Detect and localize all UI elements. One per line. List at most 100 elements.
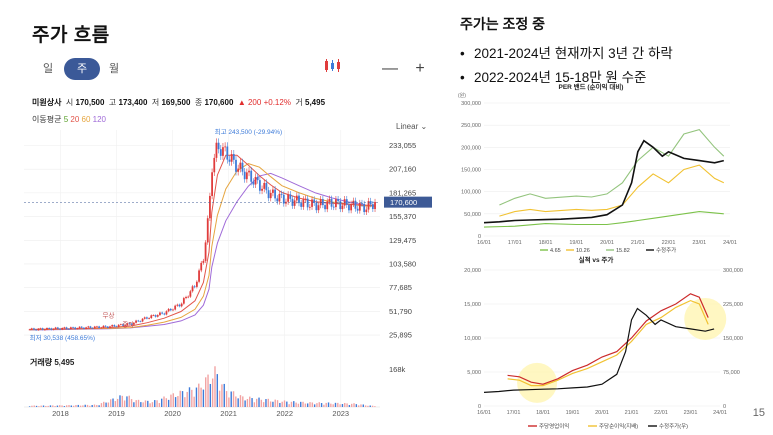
volume-bar [309,402,311,407]
candle-body [363,203,366,213]
candle-body [241,162,244,172]
open-value: 170,500 [75,98,105,107]
zoom-in-button[interactable]: + [415,60,425,77]
candle-body [265,182,268,191]
y-tick-label: 233,055 [389,141,416,150]
volume-bar [211,378,214,407]
candle-body [167,308,170,312]
volume-bar [28,406,31,407]
high-label: 고 [108,98,117,107]
event-marker: 무상 [102,311,114,320]
volume-bar [353,403,355,407]
y-tick-label-right: 150,000 [723,336,743,342]
volume-bar [174,397,177,407]
volume-bar [341,403,344,407]
volume-label: 거 [295,98,303,107]
x-tick-label: 16/01 [477,240,491,246]
volume-bar [316,403,318,407]
high-annotation: 최고 243,500 (-29.94%) [215,127,283,136]
tab-month[interactable]: 월 [108,63,120,75]
x-tick-label: 22/01 [654,410,668,416]
volume-bar [286,401,288,407]
volume-bar [137,399,140,407]
candle-body [306,198,309,208]
volume-bar [228,397,230,407]
y-tick-label-right: 0 [723,404,726,410]
ma-120: 120 [92,115,107,124]
candle-body [65,327,68,329]
candle-body [180,303,183,307]
candle-body [35,329,38,331]
candle-body [87,326,90,328]
candle-body [28,329,31,331]
volume-bar [302,401,304,407]
candle-body [204,242,207,261]
candle-body [293,200,296,206]
candle-body [291,198,294,206]
y-tick-label: 100,000 [461,190,481,196]
x-tick-label: 2019 [108,409,125,418]
candle-body [245,172,248,180]
x-tick-label: 2020 [164,409,181,418]
x-tick-label: 2021 [220,409,237,418]
tab-week[interactable]: 주 [64,58,100,80]
candle-body [91,327,94,329]
tab-day[interactable]: 일 [42,63,54,75]
x-tick-label: 2022 [276,409,293,418]
candle-body [200,262,203,271]
low-label: 저 [151,98,160,107]
scale-toggle[interactable]: Linear ⌄ [396,122,428,131]
volume-bar [209,383,212,407]
y-tick-label: 300,000 [461,101,481,107]
legend-label: 수정주가(우) [659,422,688,430]
candle-body [122,324,124,326]
moving-average-legend: 이동평균 5 20 60 120 [32,114,106,125]
volume-bar [221,384,223,407]
legend-label: 10.26 [576,248,590,254]
volume-bar [149,403,151,407]
candle-body [219,149,222,156]
volume-bar [135,400,137,407]
candle-body [128,323,131,325]
candle-body [111,325,114,327]
x-tick-label: 2023 [332,409,349,418]
volume-bar [170,394,172,407]
volume-bar [181,391,184,407]
volume-bar [262,402,265,407]
volume-axis-label: 168k [389,365,406,374]
bullet-item: • 2022-2024년 15-18만 원 수준 [460,70,647,85]
volume-bar [202,389,205,407]
volume-bar [242,396,244,407]
candle-body [119,324,122,326]
candle-body [150,315,153,319]
volume-bar [140,402,142,407]
candle-body [324,205,326,210]
candle-body [358,202,361,211]
candle-body [63,327,66,329]
volume-bar [276,400,279,407]
candle-body [226,146,229,160]
candlestick-icon[interactable] [320,58,344,80]
volume-bar [295,402,297,407]
candle-body [332,206,335,208]
zoom-out-button[interactable]: — [382,60,398,77]
current-price-tag [384,196,432,208]
candle-body [39,328,42,330]
volume-bar [112,398,114,407]
y-tick-label: 103,580 [389,259,416,268]
candle-body [56,327,59,329]
candle-body [67,328,70,330]
volume-bar [325,402,327,407]
volume-bar [89,405,91,407]
candle-body [159,312,161,316]
volume-bar [205,377,207,407]
x-tick-label: 20/01 [595,410,609,416]
candle-body [235,159,237,172]
volume-bar [105,402,107,407]
y-tick-label: 150,000 [461,168,481,174]
volume-bar [198,383,200,407]
candle-body [269,192,272,199]
volume-bar [272,401,274,407]
candle-body [69,327,72,329]
volume-bar [114,401,117,407]
